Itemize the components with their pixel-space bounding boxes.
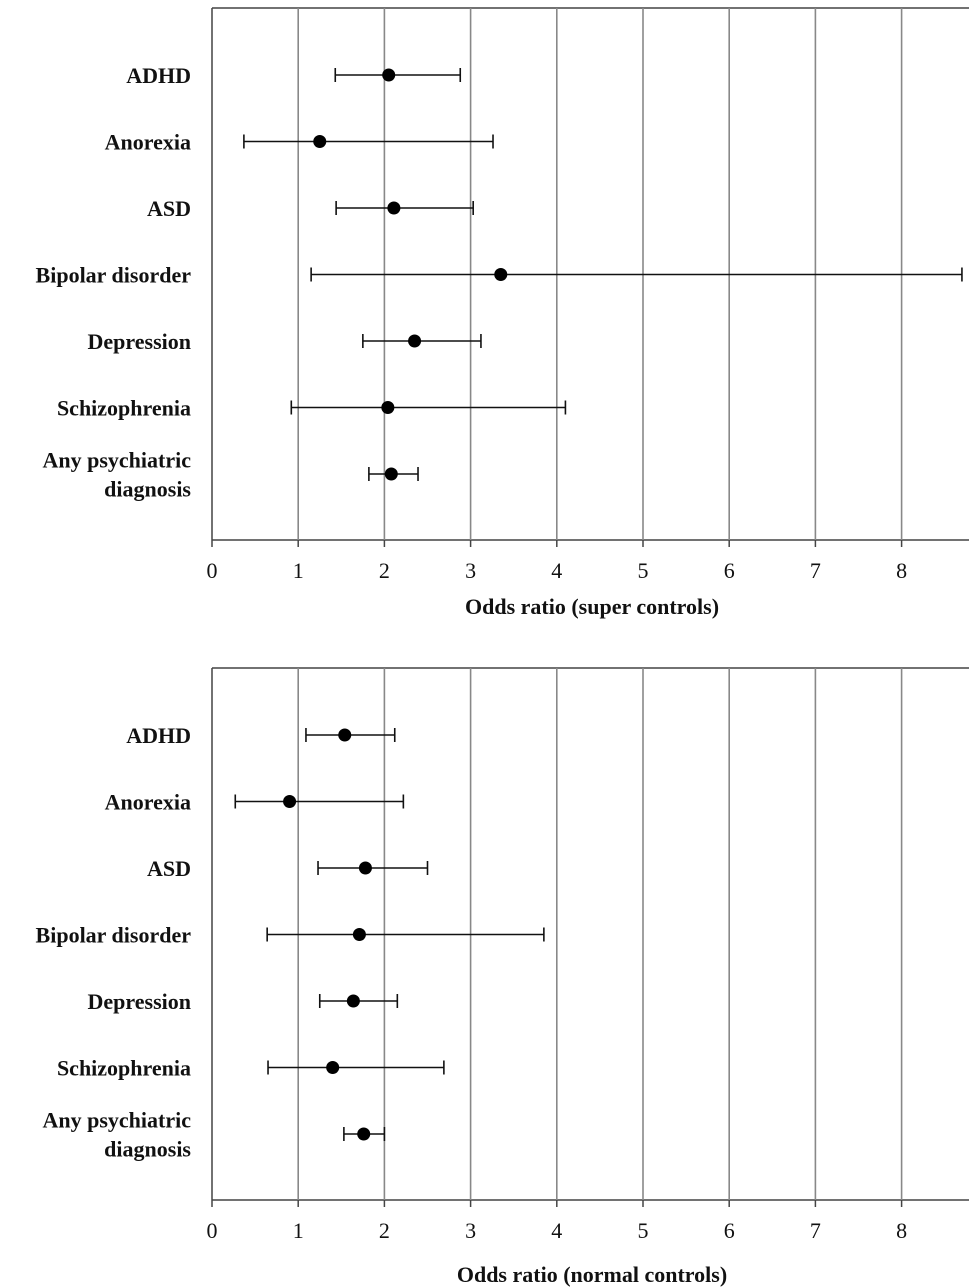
x-tick-label: 8: [896, 1218, 907, 1243]
x-tick-label: 3: [465, 1218, 476, 1243]
category-label: diagnosis: [104, 477, 191, 502]
odds-ratio-point: [381, 401, 395, 414]
x-tick-label: 1: [293, 558, 304, 583]
forest-plot-normal-controls: 0 1 2 3 4 5 6 7 8 Odds ratio (normal controls) ADH…: [36, 667, 969, 1287]
category-label: Anorexia: [105, 790, 191, 815]
x-tick-label: 7: [810, 558, 821, 583]
category-label: Depression: [88, 989, 192, 1014]
category-label: ADHD: [126, 63, 191, 88]
odds-ratio-point: [346, 994, 360, 1008]
x-axis-title: Odds ratio (normal controls): [457, 1262, 727, 1287]
odds-ratio-point: [352, 928, 366, 941]
odds-ratio-point: [408, 334, 422, 348]
x-tick-label: 7: [810, 1218, 821, 1243]
x-tick-label: 3: [465, 558, 476, 583]
odds-ratio-point: [494, 268, 508, 281]
odds-ratio-point: [382, 68, 396, 82]
category-label: Any psychiatric: [43, 1108, 192, 1133]
odds-ratio-point: [313, 135, 327, 148]
x-tick-label: 0: [207, 1218, 218, 1243]
category-label: diagnosis: [104, 1137, 191, 1162]
x-tick-label: 4: [551, 558, 562, 583]
x-tick-label: 2: [379, 1218, 390, 1243]
category-label: Schizophrenia: [57, 396, 191, 421]
x-axis-title: Odds ratio (super controls): [465, 594, 719, 619]
forest-plot-super-controls: 0 1 2 3 4 5 6 7 8 Odds ratio (super controls) ADHD…: [36, 7, 969, 619]
odds-ratio-point: [357, 1127, 371, 1141]
category-label: ADHD: [126, 723, 191, 748]
x-tick-label: 2: [379, 558, 390, 583]
category-label: Bipolar disorder: [36, 923, 192, 948]
category-label: Any psychiatric: [43, 448, 192, 473]
x-tick-label: 6: [724, 1218, 735, 1243]
x-tick-label: 1: [293, 1218, 304, 1243]
category-label: ASD: [147, 196, 191, 221]
odds-ratio-point: [326, 1061, 340, 1074]
category-label: ASD: [147, 856, 191, 881]
x-tick-label: 5: [638, 558, 649, 583]
x-tick-label: 8: [896, 558, 907, 583]
x-tick-label: 5: [638, 1218, 649, 1243]
category-label: Bipolar disorder: [36, 263, 192, 288]
category-label: Depression: [88, 329, 192, 354]
x-tick-label: 6: [724, 558, 735, 583]
category-label: Schizophrenia: [57, 1056, 191, 1081]
x-tick-label: 0: [207, 558, 218, 583]
category-label: Anorexia: [105, 130, 191, 155]
odds-ratio-point: [387, 201, 401, 215]
odds-ratio-point: [384, 467, 398, 481]
odds-ratio-point: [338, 728, 352, 742]
odds-ratio-point: [358, 861, 372, 875]
odds-ratio-point: [283, 795, 297, 808]
x-tick-label: 4: [551, 1218, 562, 1243]
